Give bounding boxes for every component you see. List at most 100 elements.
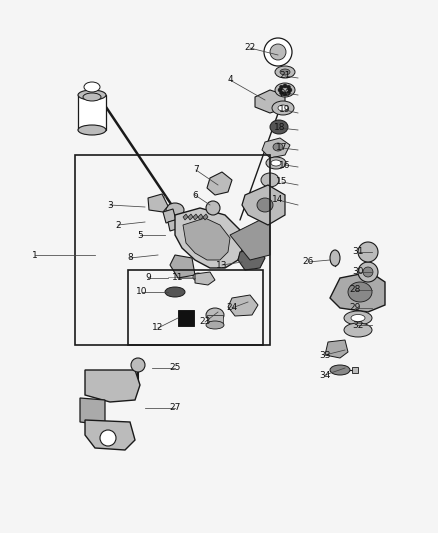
- Ellipse shape: [83, 93, 101, 101]
- Polygon shape: [175, 208, 242, 268]
- Ellipse shape: [278, 105, 288, 111]
- Text: 26: 26: [302, 257, 314, 266]
- Ellipse shape: [257, 198, 273, 212]
- Polygon shape: [85, 420, 135, 450]
- Ellipse shape: [193, 273, 203, 281]
- Ellipse shape: [270, 44, 286, 60]
- Ellipse shape: [283, 92, 287, 96]
- Ellipse shape: [288, 88, 292, 92]
- Polygon shape: [198, 214, 203, 220]
- Text: 2: 2: [115, 221, 121, 230]
- Ellipse shape: [286, 85, 290, 89]
- Ellipse shape: [351, 314, 365, 321]
- Text: 12: 12: [152, 324, 164, 333]
- Text: 25: 25: [170, 364, 181, 373]
- Text: 34: 34: [319, 370, 331, 379]
- Polygon shape: [352, 367, 358, 373]
- Ellipse shape: [266, 157, 286, 169]
- Ellipse shape: [270, 120, 288, 134]
- Ellipse shape: [358, 242, 378, 262]
- Text: 7: 7: [193, 166, 199, 174]
- Text: 30: 30: [352, 268, 364, 277]
- Text: 29: 29: [350, 303, 360, 312]
- Polygon shape: [238, 248, 265, 270]
- Ellipse shape: [271, 160, 281, 166]
- Polygon shape: [330, 272, 385, 312]
- Text: 11: 11: [172, 273, 184, 282]
- Ellipse shape: [330, 250, 340, 266]
- Text: 17: 17: [276, 143, 288, 152]
- Text: 31: 31: [352, 247, 364, 256]
- Text: 1: 1: [32, 251, 38, 260]
- Text: 5: 5: [137, 230, 143, 239]
- Text: 23: 23: [199, 318, 211, 327]
- Ellipse shape: [275, 66, 295, 78]
- Polygon shape: [262, 138, 290, 158]
- Text: 6: 6: [192, 190, 198, 199]
- Text: 16: 16: [279, 160, 291, 169]
- Text: 22: 22: [244, 44, 256, 52]
- Text: 18: 18: [274, 124, 286, 133]
- Text: 24: 24: [226, 303, 238, 312]
- Text: 13: 13: [216, 261, 228, 270]
- Polygon shape: [242, 185, 285, 225]
- Text: 15: 15: [276, 177, 288, 187]
- Ellipse shape: [278, 88, 282, 92]
- Text: 33: 33: [319, 351, 331, 359]
- Polygon shape: [78, 95, 106, 130]
- Polygon shape: [170, 255, 195, 278]
- Text: 4: 4: [227, 76, 233, 85]
- Text: 9: 9: [145, 273, 151, 282]
- Ellipse shape: [166, 203, 184, 217]
- Polygon shape: [148, 194, 168, 212]
- Ellipse shape: [206, 321, 224, 329]
- Text: 19: 19: [279, 106, 291, 115]
- Polygon shape: [168, 219, 180, 231]
- Ellipse shape: [286, 91, 290, 95]
- Polygon shape: [188, 214, 193, 220]
- Ellipse shape: [272, 101, 294, 115]
- Text: 8: 8: [127, 254, 133, 262]
- Ellipse shape: [264, 38, 292, 66]
- Polygon shape: [85, 370, 140, 402]
- Ellipse shape: [165, 287, 185, 297]
- Ellipse shape: [206, 308, 224, 322]
- Text: 21: 21: [279, 71, 291, 80]
- Text: 32: 32: [352, 320, 364, 329]
- Polygon shape: [325, 340, 348, 358]
- Ellipse shape: [280, 69, 290, 75]
- Polygon shape: [255, 90, 285, 113]
- Ellipse shape: [261, 173, 279, 187]
- Ellipse shape: [131, 358, 145, 372]
- Text: 3: 3: [107, 200, 113, 209]
- Polygon shape: [193, 214, 198, 220]
- Text: 20: 20: [279, 88, 291, 98]
- Ellipse shape: [206, 201, 220, 215]
- Ellipse shape: [275, 83, 295, 97]
- Text: 27: 27: [170, 403, 181, 413]
- Polygon shape: [207, 172, 232, 195]
- Bar: [128, 270, 263, 345]
- Ellipse shape: [283, 84, 287, 88]
- Ellipse shape: [84, 82, 100, 92]
- Ellipse shape: [344, 311, 372, 325]
- Polygon shape: [80, 398, 105, 425]
- Polygon shape: [183, 214, 188, 220]
- Bar: [178, 310, 194, 326]
- Ellipse shape: [358, 262, 378, 282]
- Ellipse shape: [348, 282, 372, 302]
- Text: 14: 14: [272, 196, 284, 205]
- Polygon shape: [230, 215, 270, 260]
- Ellipse shape: [344, 323, 372, 337]
- Ellipse shape: [279, 91, 283, 95]
- Polygon shape: [207, 315, 223, 325]
- Ellipse shape: [78, 90, 106, 100]
- Ellipse shape: [100, 430, 116, 446]
- Ellipse shape: [330, 365, 350, 375]
- Text: 10: 10: [136, 287, 148, 296]
- Ellipse shape: [78, 125, 106, 135]
- Bar: [75, 155, 270, 345]
- Polygon shape: [163, 209, 176, 223]
- Polygon shape: [203, 214, 208, 220]
- Polygon shape: [195, 272, 215, 285]
